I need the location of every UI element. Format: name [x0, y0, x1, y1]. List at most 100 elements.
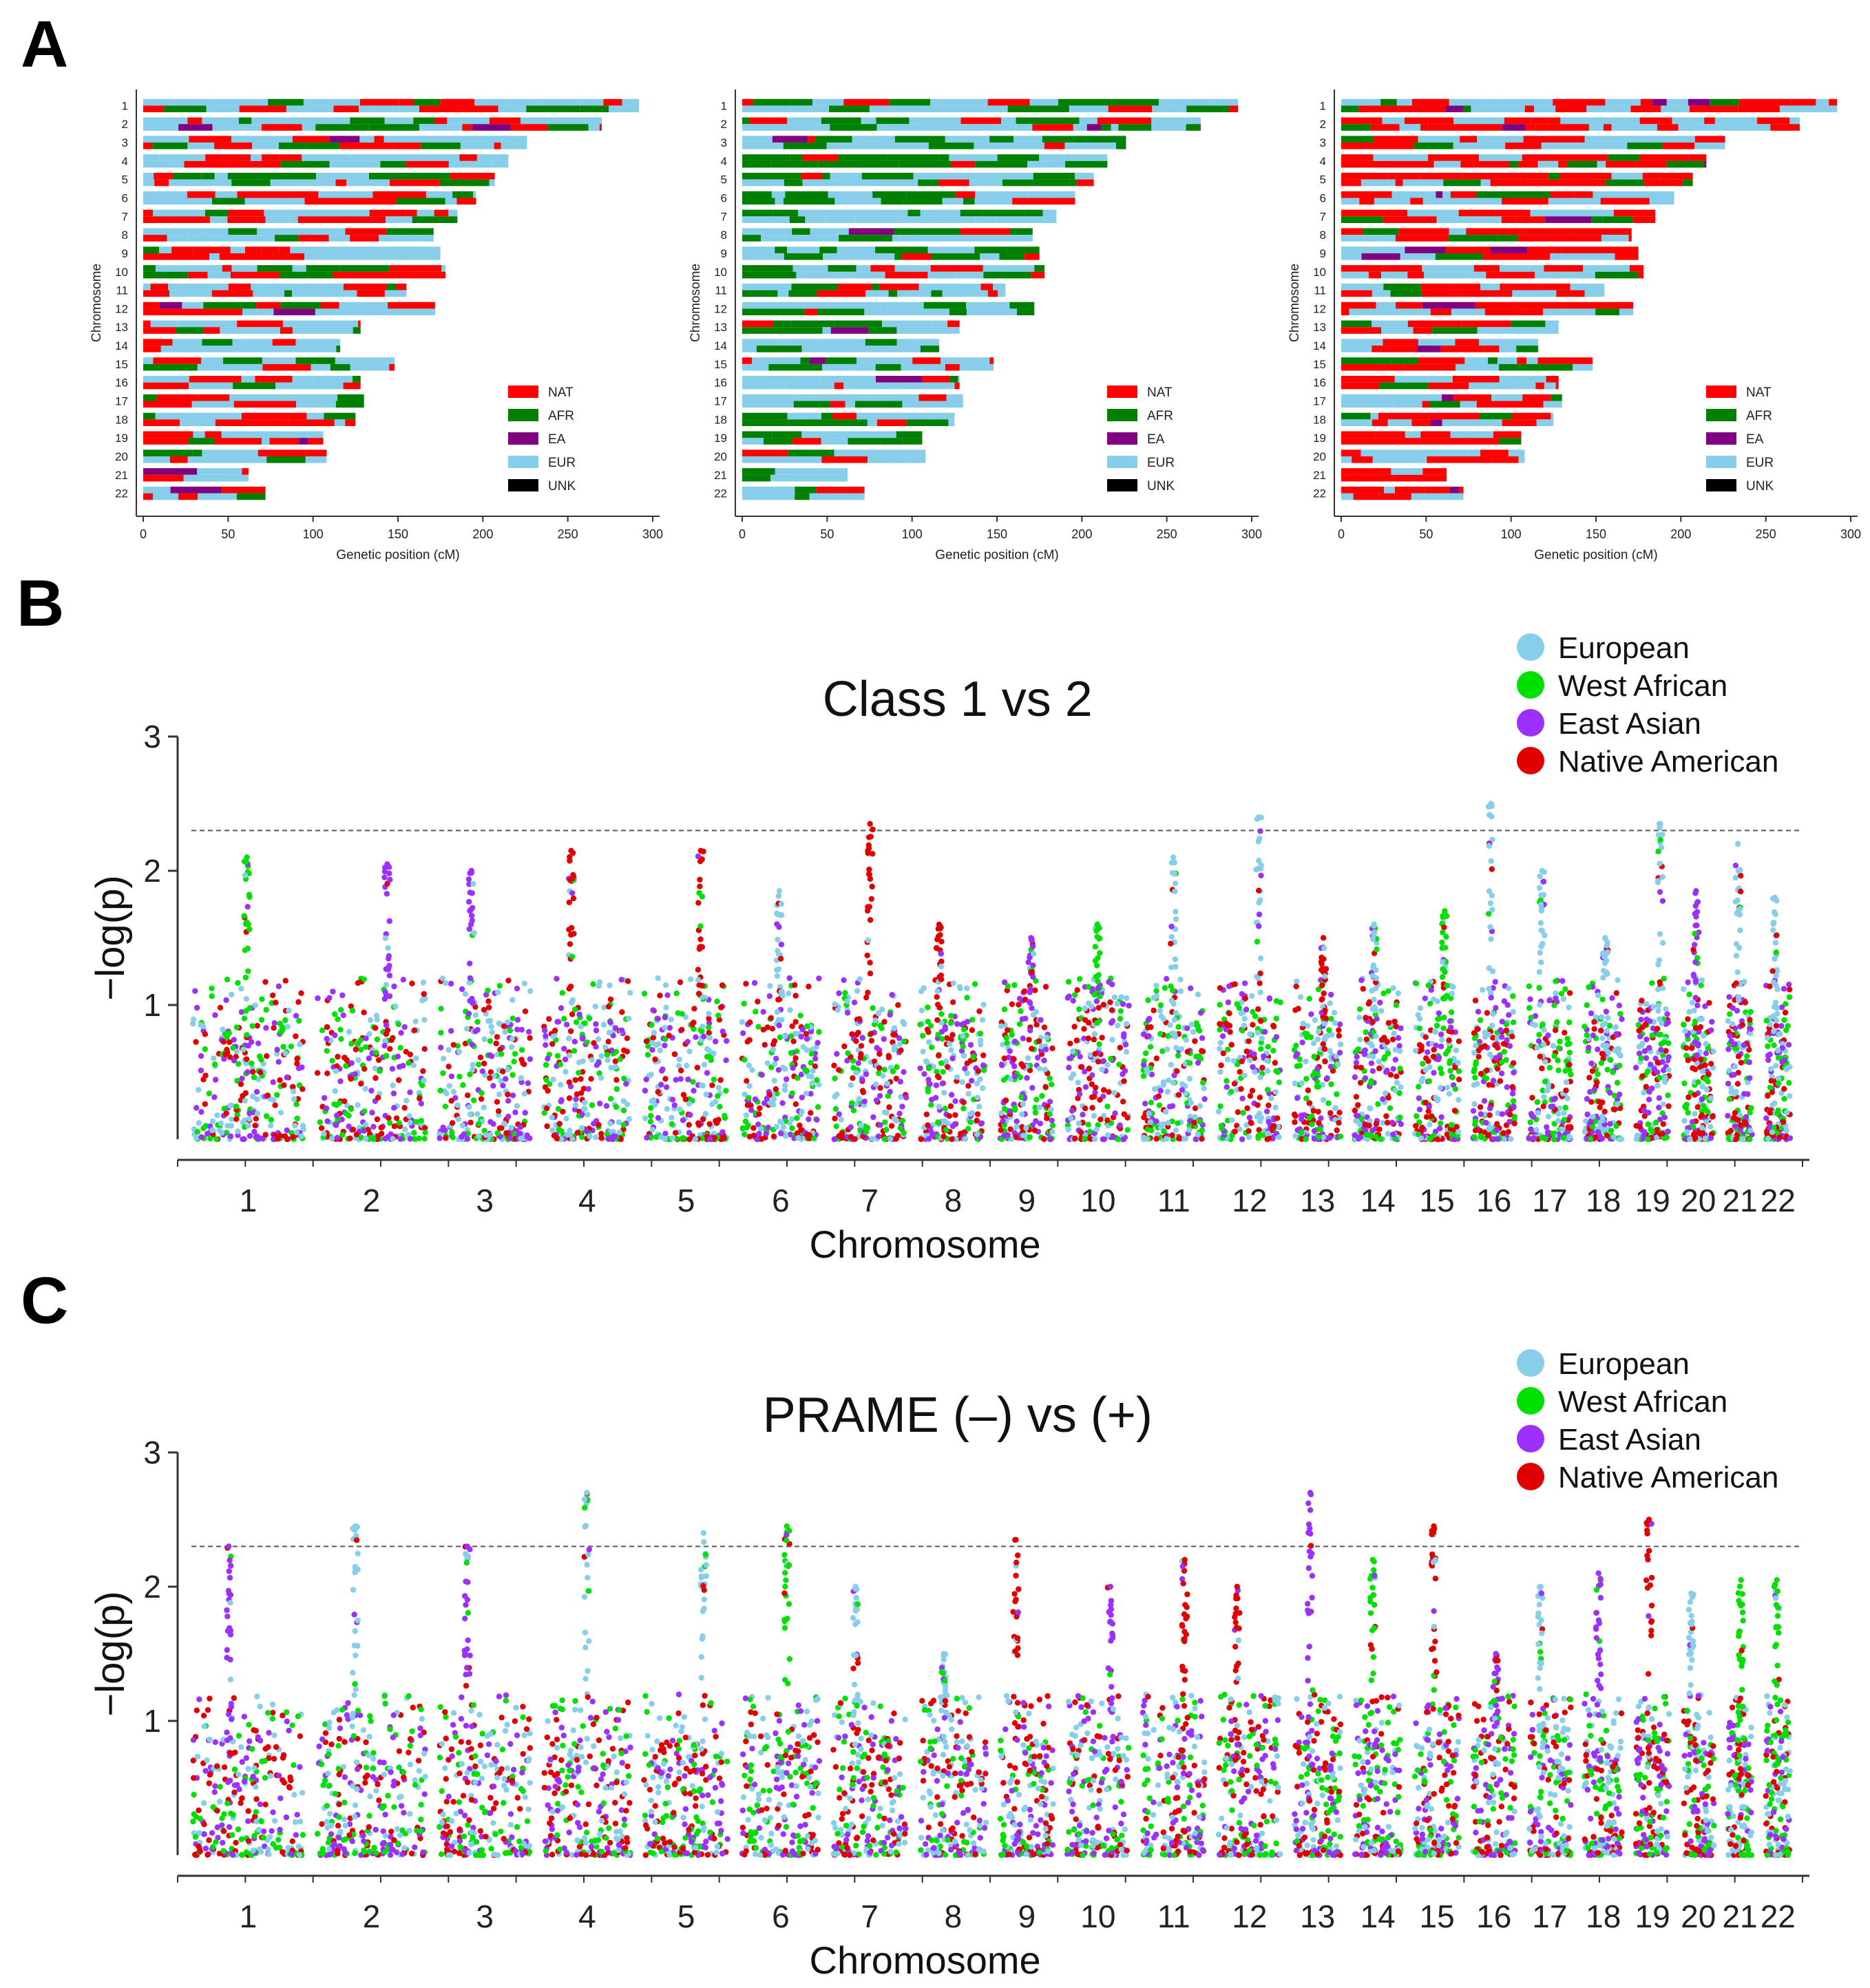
snp-point: [1095, 1122, 1101, 1128]
ancestry-segment: [856, 265, 871, 272]
ancestry-segment: [1152, 105, 1187, 113]
snp-point: [407, 1119, 413, 1125]
snp-point: [1011, 1038, 1018, 1045]
snp-point: [1108, 1055, 1114, 1062]
ancestry-segment: [1395, 235, 1449, 242]
snp-point: [1071, 1024, 1078, 1030]
snp-point: [977, 1037, 984, 1044]
snp-point: [493, 1040, 499, 1047]
ancestry-segment: [868, 327, 897, 334]
ancestry-segment: [1002, 271, 1032, 279]
snp-point: [1094, 1019, 1100, 1026]
snp-point: [1120, 1099, 1126, 1105]
snp-point: [980, 1052, 987, 1059]
snp-point: [1140, 1031, 1147, 1037]
snp-point: [927, 1023, 934, 1029]
chromosome-tick-label: 1: [1320, 99, 1326, 112]
snp-point: [939, 1036, 945, 1042]
snp-point: [1371, 996, 1377, 1003]
snp-point: [1144, 1136, 1150, 1143]
ancestry-segment: [1484, 308, 1525, 316]
snp-point: [1147, 1119, 1154, 1125]
snp-point: [769, 1026, 776, 1032]
snp-point: [1322, 1058, 1328, 1065]
snp-point: [1196, 1053, 1202, 1059]
ancestry-segment: [188, 438, 215, 445]
snp-point: [1024, 1075, 1030, 1081]
ancestry-segment: [742, 320, 774, 328]
ancestry-segment: [1436, 216, 1462, 223]
ancestry-segment: [1491, 136, 1524, 143]
legend-swatch-ea: [508, 432, 538, 445]
ancestry-segment: [420, 308, 436, 316]
ancestry-segment: [456, 198, 476, 205]
ancestry-segment: [834, 179, 867, 187]
ancestry-segment: [266, 456, 306, 463]
ancestry-segment: [1630, 105, 1661, 113]
ancestry-segment: [777, 290, 789, 297]
snp-point: [1363, 1127, 1369, 1133]
ancestry-segment: [391, 154, 435, 161]
snp-point: [770, 1096, 777, 1102]
ancestry-segment: [381, 253, 399, 260]
ancestry-segment: [999, 253, 1025, 260]
snp-point: [799, 1095, 806, 1101]
snp-point: [893, 1075, 900, 1082]
snp-point: [488, 1024, 494, 1030]
snp-point: [958, 1048, 965, 1054]
ancestry-segment: [389, 265, 442, 272]
ancestry-segment: [974, 198, 1013, 205]
legend-swatch-nat: [1706, 385, 1736, 398]
snp-point: [717, 1077, 724, 1083]
snp-point: [779, 1100, 786, 1106]
ancestry-segment: [1079, 117, 1097, 125]
snp-point: [1037, 1121, 1044, 1127]
ancestry-segment: [1499, 363, 1520, 371]
snp-point: [1164, 1046, 1170, 1053]
ancestry-segment: [742, 283, 755, 290]
ancestry-segment: [1352, 456, 1373, 463]
snp-point: [472, 1028, 479, 1035]
snp-point: [746, 1062, 753, 1068]
snp-point: [1091, 1112, 1097, 1119]
ancestry-segment: [306, 431, 324, 438]
snp-point: [1108, 1019, 1115, 1026]
snp-point: [280, 1044, 286, 1050]
snp-point: [1383, 1069, 1389, 1075]
snp-point: [378, 1124, 384, 1131]
snp-point: [810, 1068, 816, 1074]
snp-point: [1394, 1079, 1400, 1086]
ancestry-segment: [1509, 160, 1519, 168]
snp-point: [917, 1065, 923, 1072]
ancestry-segment: [775, 198, 784, 205]
snp-point: [1225, 1046, 1231, 1053]
ancestry-segment: [345, 419, 356, 426]
ancestry-segment: [350, 117, 385, 125]
ancestry-segment: [906, 419, 949, 426]
snp-point: [1334, 1127, 1340, 1134]
snp-point: [925, 1088, 932, 1095]
snp-point: [623, 1081, 629, 1087]
ancestry-segment: [923, 124, 963, 131]
snp-point: [524, 1134, 531, 1140]
snp-point: [1020, 1035, 1027, 1041]
ancestry-segment: [997, 154, 1011, 161]
snp-point: [887, 1136, 894, 1142]
ancestry-segment: [214, 438, 262, 445]
ancestry-segment: [1541, 327, 1559, 334]
snp-point: [1294, 1095, 1301, 1101]
snp-point: [1018, 1008, 1024, 1015]
ancestry-segment: [204, 431, 222, 438]
snp-point: [974, 1081, 980, 1087]
ancestry-segment: [742, 142, 784, 149]
ancestry-segment: [1540, 246, 1554, 253]
ancestry-segment: [1626, 228, 1632, 235]
snp-point: [421, 1136, 428, 1142]
snp-point: [704, 1053, 711, 1060]
snp-point: [461, 1131, 468, 1137]
snp-point: [1197, 1103, 1204, 1109]
chromosome-tick-label: 15: [115, 358, 128, 371]
snp-point: [392, 1003, 399, 1010]
snp-point: [925, 1004, 931, 1011]
snp-point: [462, 991, 469, 997]
